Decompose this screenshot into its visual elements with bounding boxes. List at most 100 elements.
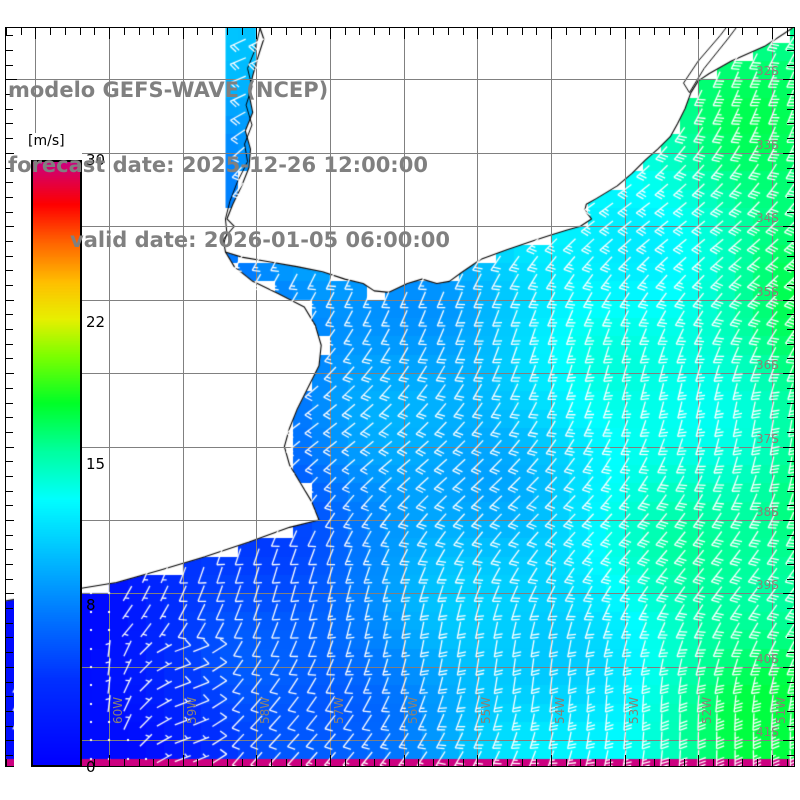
tick-right bbox=[783, 79, 794, 80]
tick-left bbox=[6, 726, 13, 727]
tick-top bbox=[242, 28, 243, 35]
tick-bottom bbox=[286, 759, 287, 766]
tick-bottom bbox=[418, 759, 419, 766]
wind-barbs bbox=[6, 28, 794, 766]
tick-top bbox=[80, 28, 81, 35]
tick-right bbox=[787, 417, 794, 418]
tick-bottom bbox=[433, 759, 434, 766]
tick-bottom bbox=[168, 759, 169, 766]
tick-bottom bbox=[625, 755, 626, 766]
colorbar-tick-8: 8 bbox=[86, 596, 96, 615]
tick-left bbox=[6, 329, 13, 330]
tick-left bbox=[6, 138, 13, 139]
tick-bottom bbox=[507, 759, 508, 766]
tick-top bbox=[139, 28, 140, 35]
tick-right bbox=[787, 94, 794, 95]
tick-bottom bbox=[212, 759, 213, 766]
tick-right bbox=[787, 212, 794, 213]
tick-left bbox=[6, 285, 13, 286]
tick-top bbox=[227, 28, 228, 35]
tick-left bbox=[6, 50, 13, 51]
tick-bottom bbox=[109, 755, 110, 766]
tick-top bbox=[728, 28, 729, 35]
tick-left bbox=[6, 197, 13, 198]
tick-top bbox=[595, 28, 596, 35]
colorbar-tick-0: 0 bbox=[86, 758, 96, 776]
tick-right bbox=[787, 755, 794, 756]
tick-left bbox=[6, 593, 17, 594]
tick-bottom bbox=[463, 759, 464, 766]
tick-left bbox=[6, 168, 13, 169]
tick-right bbox=[787, 608, 794, 609]
tick-left bbox=[6, 358, 13, 359]
tick-bottom bbox=[566, 759, 567, 766]
tick-left bbox=[6, 241, 13, 242]
tick-top bbox=[418, 28, 419, 35]
tick-top bbox=[21, 28, 22, 35]
tick-right bbox=[787, 652, 794, 653]
tick-bottom bbox=[522, 759, 523, 766]
tick-right bbox=[787, 564, 794, 565]
tick-right bbox=[787, 65, 794, 66]
tick-left bbox=[6, 432, 13, 433]
tick-bottom bbox=[153, 759, 154, 766]
tick-right bbox=[787, 35, 794, 36]
tick-right bbox=[787, 623, 794, 624]
tick-left bbox=[6, 505, 13, 506]
tick-right bbox=[787, 314, 794, 315]
tick-left bbox=[6, 79, 17, 80]
tick-right bbox=[787, 682, 794, 683]
colorbar-tick-30: 30 bbox=[86, 151, 106, 169]
tick-bottom bbox=[315, 759, 316, 766]
colorbar bbox=[31, 160, 82, 767]
tick-top bbox=[256, 28, 257, 39]
tick-left bbox=[6, 256, 13, 257]
tick-right bbox=[787, 491, 794, 492]
tick-right bbox=[787, 241, 794, 242]
tick-left bbox=[6, 682, 13, 683]
tick-right bbox=[783, 667, 794, 668]
tick-bottom bbox=[713, 759, 714, 766]
tick-top bbox=[183, 28, 184, 39]
tick-bottom bbox=[359, 759, 360, 766]
tick-top bbox=[684, 28, 685, 35]
plot-area: 32S33S34S35S36S37S38S39S40S41S61W60W59W5… bbox=[5, 27, 795, 767]
tick-top bbox=[772, 28, 773, 39]
tick-left bbox=[6, 123, 13, 124]
tick-left bbox=[6, 491, 13, 492]
tick-top bbox=[757, 28, 758, 35]
tick-bottom bbox=[448, 759, 449, 766]
tick-right bbox=[787, 344, 794, 345]
tick-bottom bbox=[183, 755, 184, 766]
tick-bottom bbox=[595, 759, 596, 766]
tick-top bbox=[286, 28, 287, 35]
tick-top bbox=[713, 28, 714, 35]
tick-top bbox=[522, 28, 523, 35]
tick-bottom bbox=[256, 755, 257, 766]
tick-bottom bbox=[197, 759, 198, 766]
tick-right bbox=[787, 711, 794, 712]
tick-right bbox=[783, 153, 794, 154]
tick-top bbox=[404, 28, 405, 39]
tick-left bbox=[6, 608, 13, 609]
tick-top bbox=[448, 28, 449, 35]
tick-right bbox=[787, 579, 794, 580]
tick-bottom bbox=[6, 759, 7, 766]
tick-bottom bbox=[654, 759, 655, 766]
tick-left bbox=[6, 226, 17, 227]
tick-left bbox=[6, 447, 17, 448]
colorbar-tick-15: 15 bbox=[86, 454, 106, 473]
tick-top bbox=[654, 28, 655, 35]
tick-top bbox=[197, 28, 198, 35]
tick-top bbox=[301, 28, 302, 35]
tick-top bbox=[345, 28, 346, 35]
tick-bottom bbox=[610, 759, 611, 766]
tick-left bbox=[6, 711, 13, 712]
tick-right bbox=[787, 358, 794, 359]
tick-bottom bbox=[404, 755, 405, 766]
tick-top bbox=[492, 28, 493, 35]
tick-top bbox=[787, 28, 788, 35]
tick-bottom bbox=[787, 759, 788, 766]
tick-right bbox=[783, 593, 794, 594]
tick-bottom bbox=[477, 755, 478, 766]
